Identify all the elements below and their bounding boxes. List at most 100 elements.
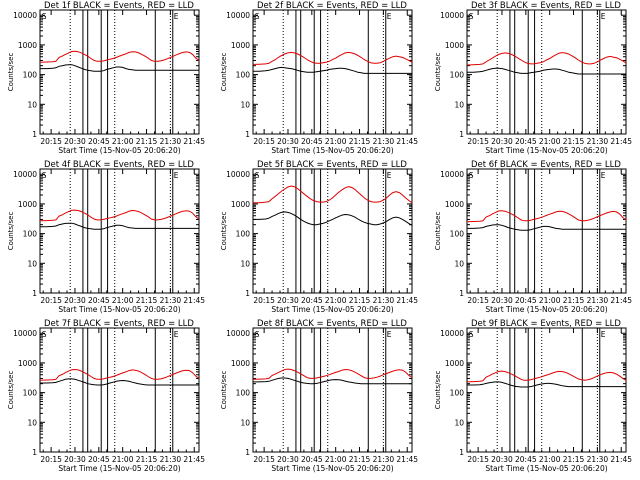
x-tick-label: 21:15: [136, 296, 158, 305]
series-lld-line: [39, 50, 200, 63]
x-tick-label: 21:45: [396, 455, 418, 464]
y-tick-label: 100: [450, 230, 465, 239]
marker-edge-label: E: [601, 12, 606, 21]
panel-9: Det 9f BLACK = Events, RED = LLD Counts/s…: [434, 319, 632, 473]
x-tick-label: 20:45: [88, 296, 110, 305]
marker-edge-label: E: [387, 330, 392, 339]
y-tick-label: 1: [459, 289, 464, 298]
marker-edge-label: E: [174, 171, 179, 180]
x-tick-label: 20:45: [515, 137, 537, 146]
x-tick-label: 20:45: [301, 137, 323, 146]
x-tick-label: 20:45: [88, 137, 110, 146]
y-tick-label: 10000: [13, 11, 37, 20]
x-tick-label: 21:00: [539, 137, 561, 146]
panel-6: Det 6f BLACK = Events, RED = LLD Counts/s…: [434, 160, 632, 314]
x-tick-label: 21:15: [563, 455, 585, 464]
y-tick-label: 1000: [18, 41, 37, 50]
x-tick-label: 21:45: [396, 137, 418, 146]
x-tick-label: 20:30: [491, 137, 513, 146]
x-tick-label: 20:15: [40, 296, 62, 305]
y-tick-label: 1000: [18, 200, 37, 209]
plot-frame: [466, 168, 627, 294]
y-tick-label: 100: [236, 230, 251, 239]
x-tick-label: 21:30: [160, 455, 182, 464]
y-tick-label: 100: [23, 389, 38, 398]
y-tick-label: 100: [236, 389, 251, 398]
panel-4: Det 4f BLACK = Events, RED = LLD Counts/s…: [7, 160, 205, 314]
x-tick-label: 21:15: [136, 137, 158, 146]
plot-frame: [39, 168, 200, 294]
y-tick-label: 1: [459, 130, 464, 139]
x-tick-label: 21:30: [160, 137, 182, 146]
plot-frame: [466, 327, 627, 453]
x-axis-label: Start Time (15-Nov-05 20:06:20): [271, 464, 393, 473]
x-tick-label: 21:00: [112, 137, 134, 146]
series-lld-line: [39, 209, 200, 222]
y-axis-label: Counts/sec: [220, 53, 228, 92]
y-tick-label: 1000: [445, 200, 464, 209]
marker-edge-label: E: [387, 171, 392, 180]
series-events-line: [40, 64, 199, 72]
plot-frame: [252, 168, 413, 294]
panel-title: Det 5f BLACK = Events, RED = LLD: [257, 160, 407, 170]
y-axis-label: Counts/sec: [7, 371, 15, 410]
series-events-line: [467, 381, 626, 388]
y-tick-label: 100: [450, 389, 465, 398]
series-events-line: [40, 222, 199, 230]
x-tick-label: 21:15: [349, 455, 371, 464]
y-tick-label: 10000: [440, 329, 464, 338]
y-tick-label: 10: [240, 418, 250, 427]
plot-frame: [39, 9, 200, 135]
y-axis-label: Counts/sec: [434, 53, 442, 92]
y-axis-label: Counts/sec: [220, 212, 228, 251]
x-tick-label: 21:00: [325, 296, 347, 305]
x-tick-label: 21:30: [160, 296, 182, 305]
series-events-line: [253, 211, 413, 226]
y-tick-label: 10000: [226, 11, 250, 20]
y-tick-label: 10: [27, 418, 37, 427]
series-lld-line: [253, 185, 413, 204]
x-tick-label: 21:30: [587, 137, 609, 146]
x-tick-label: 21:00: [325, 137, 347, 146]
y-tick-label: 10000: [13, 170, 37, 179]
series-lld-line: [466, 210, 627, 223]
x-axis-label: Start Time (15-Nov-05 20:06:20): [485, 464, 607, 473]
x-tick-label: 20:30: [64, 455, 86, 464]
x-axis-label: Start Time (15-Nov-05 20:06:20): [58, 305, 180, 314]
y-tick-label: 1000: [231, 41, 250, 50]
x-tick-label: 21:30: [373, 137, 395, 146]
x-tick-label: 20:30: [277, 296, 299, 305]
x-axis-label: Start Time (15-Nov-05 20:06:20): [485, 305, 607, 314]
marker-edge-label: S: [42, 330, 47, 339]
y-tick-label: 1000: [445, 41, 464, 50]
x-tick-label: 20:45: [515, 296, 537, 305]
plot-frame: [252, 9, 413, 135]
x-tick-label: 21:45: [396, 296, 418, 305]
x-tick-label: 20:45: [301, 455, 323, 464]
panel-title: Det 1f BLACK = Events, RED = LLD: [44, 1, 194, 11]
x-axis-label: Start Time (15-Nov-05 20:06:20): [271, 305, 393, 314]
panel-title: Det 9f BLACK = Events, RED = LLD: [471, 319, 621, 329]
panel-title: Det 3f BLACK = Events, RED = LLD: [471, 1, 621, 11]
x-tick-label: 20:15: [467, 137, 489, 146]
panel-1: Det 1f BLACK = Events, RED = LLD Counts/s…: [7, 1, 205, 155]
series-events-line: [253, 377, 412, 385]
x-tick-label: 21:15: [349, 296, 371, 305]
y-tick-label: 10000: [226, 329, 250, 338]
marker-edge-label: S: [469, 330, 474, 339]
marker-edge-label: S: [469, 12, 474, 21]
x-tick-label: 20:30: [277, 455, 299, 464]
marker-edge-label: E: [387, 12, 392, 21]
panel-3: Det 3f BLACK = Events, RED = LLD Counts/s…: [434, 1, 632, 155]
x-tick-label: 21:45: [183, 296, 205, 305]
x-tick-label: 21:30: [373, 455, 395, 464]
x-tick-label: 20:45: [515, 455, 537, 464]
panel-2: Det 2f BLACK = Events, RED = LLD Counts/s…: [220, 1, 418, 155]
x-tick-label: 21:00: [539, 455, 561, 464]
y-tick-label: 10: [27, 100, 37, 109]
series-lld-line: [466, 370, 627, 383]
series-events-line: [467, 224, 626, 231]
series-events-line: [253, 66, 412, 74]
x-tick-label: 21:00: [325, 455, 347, 464]
y-tick-label: 1000: [231, 359, 250, 368]
